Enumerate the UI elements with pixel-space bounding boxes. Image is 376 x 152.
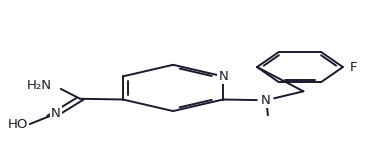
Text: N: N	[218, 70, 228, 83]
Text: HO: HO	[8, 118, 28, 131]
Text: H₂N: H₂N	[27, 79, 52, 92]
Text: N: N	[51, 107, 61, 120]
Text: N: N	[261, 94, 271, 107]
Text: F: F	[350, 60, 357, 74]
